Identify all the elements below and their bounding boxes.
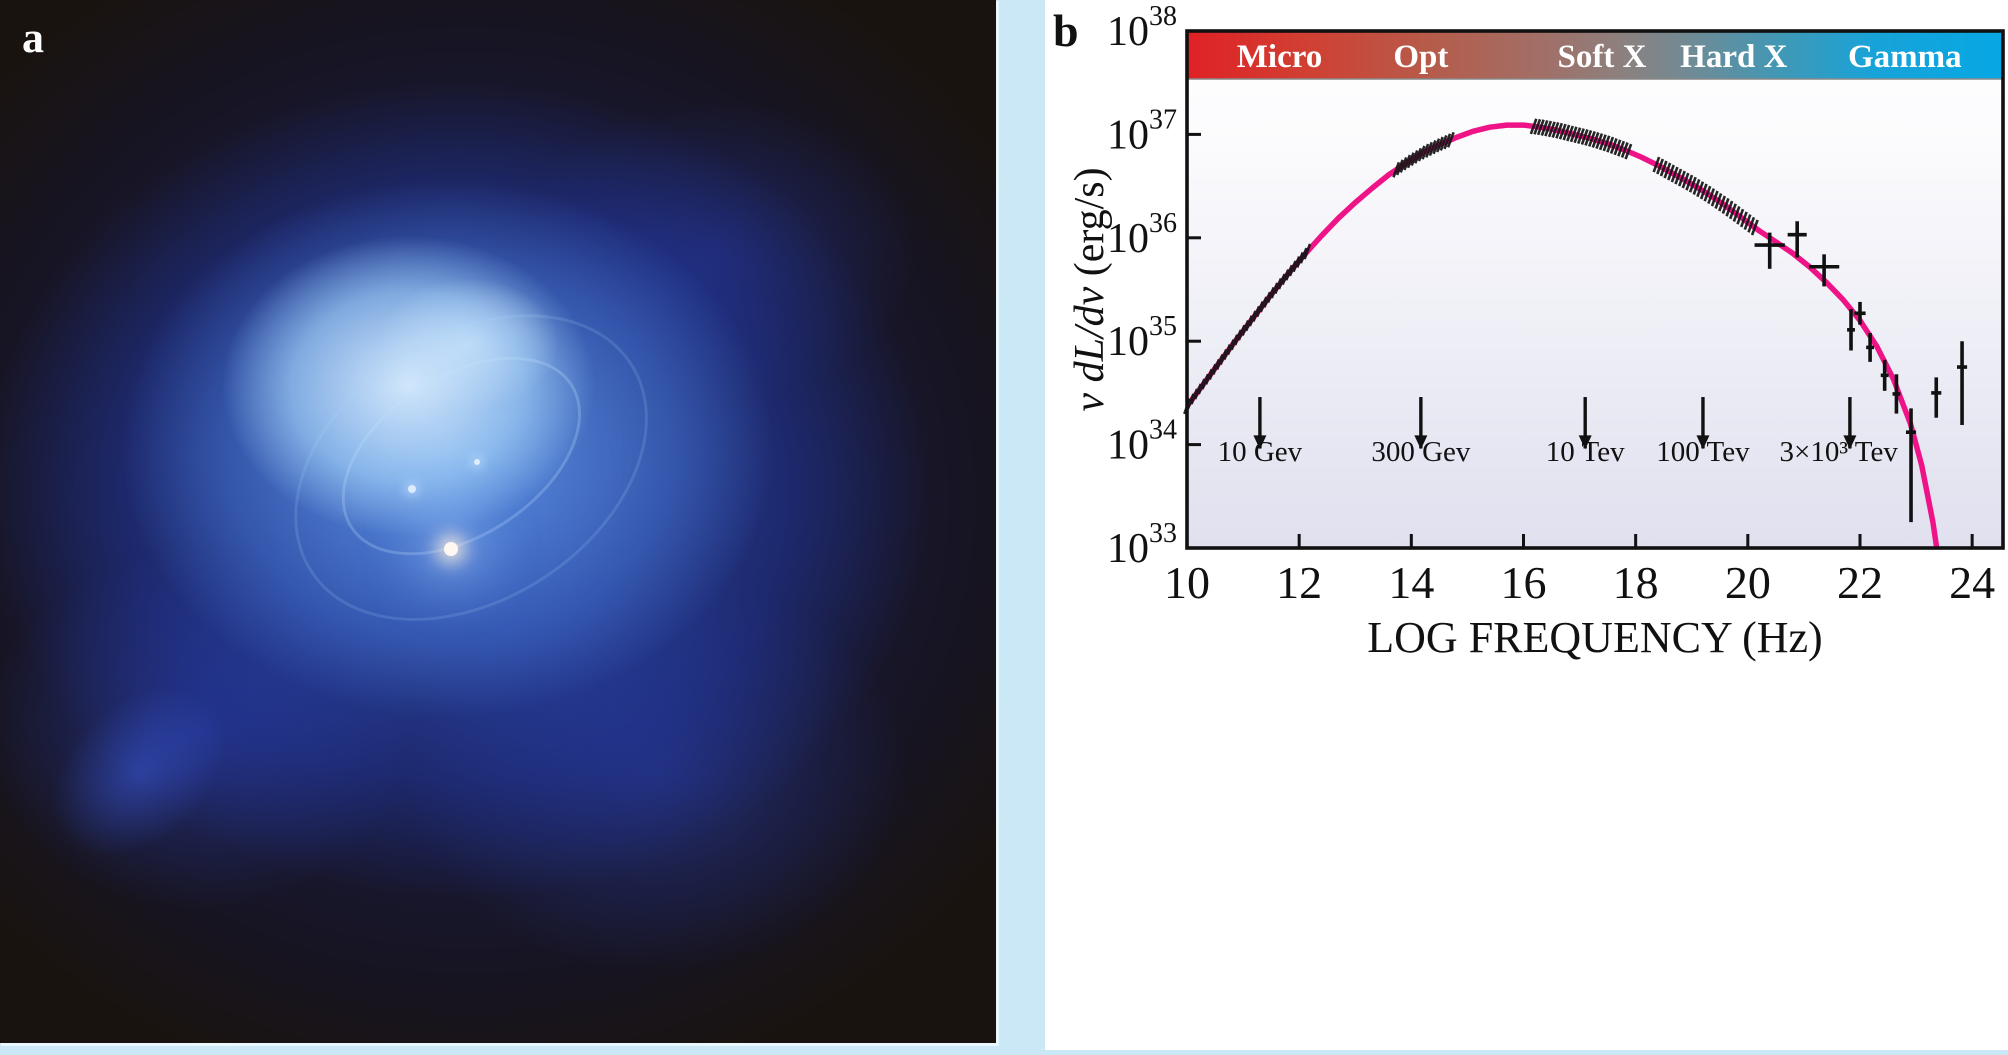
gamma-data-points xyxy=(1754,221,1968,523)
band-label: Opt xyxy=(1393,39,1448,75)
x-tick-label: 20 xyxy=(1725,557,1771,608)
panel-label-b: b xyxy=(1053,5,1079,56)
band-label: Soft X xyxy=(1558,39,1647,75)
nebula-knot xyxy=(408,484,417,493)
energy-marker-label: 10 Gev xyxy=(1218,436,1303,468)
x-axis-title: LOG FREQUENCY (Hz) xyxy=(1367,613,1822,662)
x-tick-label: 24 xyxy=(1949,557,1995,608)
x-tick-label: 22 xyxy=(1837,557,1883,608)
y-tick-label: 1037 xyxy=(1107,104,1177,158)
hatched-data-segments xyxy=(1183,118,1759,415)
band-label: Hard X xyxy=(1680,39,1787,75)
energy-marker-label: 100 Tev xyxy=(1656,436,1750,468)
energy-marker-label: 3×10³ Tev xyxy=(1780,436,1899,468)
spectrum-chart-panel: b Micro Opt Soft X Hard X Gamma 10 Gev 300 Gev… xyxy=(1045,0,2008,1050)
crab-nebula-image: a xyxy=(0,0,996,1043)
nebula-jet xyxy=(0,586,331,958)
x-tick-label: 14 xyxy=(1388,557,1434,608)
panel-label-a: a xyxy=(22,13,44,62)
band-label: Gamma xyxy=(1848,39,1962,75)
y-tick-label: 1038 xyxy=(1107,1,1177,55)
y-axis-title: ν dL/dν (erg/s) xyxy=(1067,167,1113,411)
band-label: Micro xyxy=(1237,39,1323,75)
x-tick-label: 12 xyxy=(1276,557,1322,608)
y-tick-label: 1035 xyxy=(1107,311,1177,365)
x-tick-label: 10 xyxy=(1164,557,1210,608)
y-tick-label: 1033 xyxy=(1107,518,1177,572)
x-tick-label: 18 xyxy=(1613,557,1659,608)
energy-markers: 10 Gev 300 Gev 10 Tev 100 Tev 3×10³ Tev xyxy=(1218,397,1899,468)
y-tick-label: 1034 xyxy=(1107,415,1177,469)
energy-marker-label: 10 Tev xyxy=(1546,436,1625,468)
energy-marker-label: 300 Gev xyxy=(1371,436,1471,468)
x-tick-label: 16 xyxy=(1500,557,1546,608)
pulsar-dot xyxy=(444,542,459,557)
y-tick-label: 1036 xyxy=(1107,208,1177,262)
nebula-knot xyxy=(474,458,481,465)
